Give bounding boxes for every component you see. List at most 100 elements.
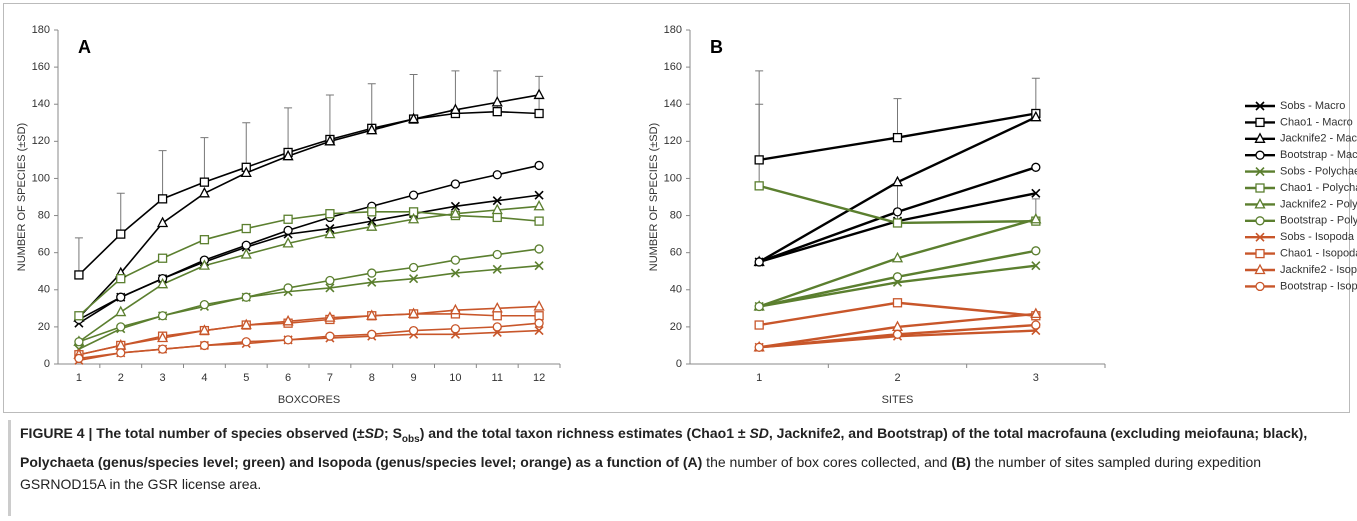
caption-text: ) and the total taxon richness estimates… (419, 425, 750, 441)
marker (534, 160, 544, 171)
x-tick-label: 3 (1033, 372, 1039, 384)
marker (367, 329, 377, 339)
error-bar (74, 237, 83, 275)
legend-label: Jacknife2 - Isopoda (1280, 264, 1357, 276)
x-tick-label: 5 (243, 372, 249, 384)
marker (324, 227, 336, 239)
x-tick-label: 10 (449, 372, 461, 384)
caption-text: ; S (384, 425, 402, 441)
marker (408, 307, 420, 319)
legend-label: Bootstrap - Isopoda (1280, 280, 1357, 292)
x-tick-label: 6 (285, 372, 291, 384)
marker (366, 309, 378, 320)
marker (892, 207, 903, 217)
marker (283, 214, 293, 224)
error-bar (200, 137, 209, 183)
marker (491, 301, 503, 313)
marker (198, 259, 210, 270)
x-tick-label: 3 (160, 372, 166, 384)
y-axis-label: NUMBER OF SPECIES (±SD) (16, 123, 28, 271)
marker (1030, 307, 1042, 319)
x-tick-label: 1 (76, 372, 82, 384)
marker (283, 335, 293, 345)
error-bar (242, 122, 251, 168)
marker (408, 212, 420, 224)
marker (283, 225, 293, 236)
panel-label: B (710, 37, 723, 57)
series-line (78, 248, 540, 343)
marker (157, 216, 169, 228)
marker (241, 240, 251, 250)
series-line (78, 313, 540, 356)
error-bar (325, 94, 334, 140)
marker (492, 249, 502, 260)
marker (282, 149, 294, 161)
error-bar (1031, 77, 1040, 114)
y-tick-label: 20 (38, 321, 50, 333)
marker (325, 275, 335, 286)
x-tick-label: 7 (327, 372, 333, 384)
marker (241, 337, 251, 347)
marker (157, 331, 169, 343)
legend-marker (1255, 150, 1265, 160)
marker (754, 320, 764, 330)
marker (492, 322, 502, 332)
marker (282, 236, 294, 248)
marker (449, 207, 461, 218)
caption-text: SD (749, 425, 769, 441)
y-tick-label: 100 (664, 172, 682, 184)
marker (325, 209, 335, 219)
marker (367, 268, 377, 278)
x-tick-label: 9 (411, 372, 417, 384)
marker (116, 348, 126, 358)
series-line (78, 205, 540, 343)
error-bar (116, 192, 125, 235)
marker (492, 264, 502, 274)
y-axis-label: NUMBER OF SPECIES (±SD) (648, 123, 660, 271)
marker (157, 277, 169, 289)
x-tick-label: 4 (201, 372, 207, 384)
marker (450, 324, 461, 334)
y-tick-label: 160 (32, 61, 50, 73)
marker (116, 292, 126, 302)
series-line (78, 305, 540, 356)
y-tick-label: 40 (670, 284, 682, 296)
marker (325, 283, 335, 293)
marker (240, 318, 252, 330)
marker (1031, 246, 1041, 256)
marker (534, 318, 544, 328)
x-axis-label: SITES (882, 394, 914, 406)
y-tick-label: 60 (670, 247, 682, 259)
caption: FIGURE 4 | The total number of species o… (20, 422, 1340, 495)
marker (324, 134, 336, 146)
marker (283, 283, 293, 293)
legend-marker (1255, 183, 1265, 193)
marker (198, 186, 210, 198)
marker (754, 342, 764, 352)
x-tick-label: 2 (118, 372, 124, 384)
marker (408, 112, 420, 124)
series-line (78, 94, 540, 319)
marker (199, 235, 210, 245)
marker (324, 311, 336, 322)
marker (199, 340, 210, 351)
marker (534, 190, 544, 200)
series-line (78, 110, 540, 276)
series-line (78, 322, 540, 360)
marker (492, 106, 502, 117)
marker (240, 248, 252, 259)
marker (1031, 320, 1041, 330)
marker (1031, 261, 1041, 271)
x-tick-label: 2 (894, 372, 900, 384)
x-tick-label: 1 (756, 372, 762, 384)
marker (891, 251, 904, 263)
marker (754, 155, 764, 165)
marker (892, 272, 903, 282)
marker (408, 325, 419, 336)
marker (240, 166, 252, 178)
legend-label: Chao1 - Polychaeta (1280, 182, 1357, 194)
legend-label: Bootstrap - Polychaeta (1280, 215, 1357, 227)
marker (115, 305, 127, 317)
series-line (78, 164, 540, 321)
x-axis-label: BOXCORES (278, 394, 340, 406)
